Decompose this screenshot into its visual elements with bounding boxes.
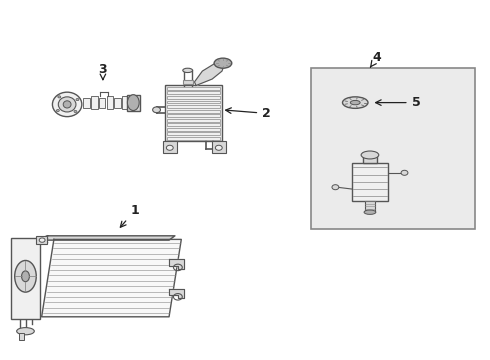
Bar: [352, 163, 388, 201]
Ellipse shape: [17, 328, 34, 335]
Polygon shape: [42, 239, 181, 317]
Ellipse shape: [214, 58, 232, 68]
Ellipse shape: [216, 145, 222, 150]
Bar: [11, 238, 40, 319]
Bar: [19, 333, 24, 340]
Bar: [167, 132, 220, 135]
Bar: [167, 110, 220, 113]
Bar: [167, 105, 220, 108]
Ellipse shape: [15, 261, 36, 292]
Ellipse shape: [22, 271, 29, 282]
Bar: [311, 68, 475, 229]
Bar: [365, 201, 375, 211]
Bar: [83, 98, 90, 108]
Ellipse shape: [63, 101, 71, 108]
Bar: [99, 98, 105, 108]
Ellipse shape: [56, 109, 59, 112]
Ellipse shape: [76, 99, 79, 101]
Text: 4: 4: [370, 51, 382, 67]
Text: 5: 5: [376, 96, 420, 109]
Bar: [167, 87, 220, 90]
Bar: [183, 80, 193, 84]
Bar: [167, 119, 220, 122]
Bar: [167, 114, 220, 117]
Ellipse shape: [364, 210, 376, 214]
Ellipse shape: [166, 145, 173, 150]
Ellipse shape: [343, 97, 368, 108]
Bar: [167, 137, 220, 140]
Bar: [167, 123, 220, 126]
Bar: [167, 91, 220, 94]
Ellipse shape: [58, 96, 61, 98]
Polygon shape: [36, 236, 175, 240]
Bar: [363, 155, 377, 163]
Ellipse shape: [401, 170, 408, 175]
Polygon shape: [169, 260, 184, 269]
Polygon shape: [169, 289, 184, 298]
Bar: [167, 128, 220, 131]
Ellipse shape: [74, 111, 77, 113]
Bar: [36, 236, 47, 244]
Bar: [114, 98, 121, 108]
Bar: [166, 85, 221, 141]
Bar: [212, 141, 225, 153]
Ellipse shape: [332, 185, 339, 190]
Bar: [127, 95, 140, 111]
Ellipse shape: [39, 238, 45, 242]
Ellipse shape: [361, 151, 379, 159]
Ellipse shape: [153, 107, 161, 113]
Bar: [122, 96, 129, 109]
Ellipse shape: [183, 68, 193, 72]
Polygon shape: [195, 64, 225, 85]
Ellipse shape: [350, 100, 360, 105]
Ellipse shape: [58, 97, 76, 112]
Ellipse shape: [127, 95, 139, 111]
Bar: [163, 141, 177, 153]
Ellipse shape: [52, 92, 82, 117]
Text: 1: 1: [121, 204, 139, 227]
Bar: [167, 96, 220, 99]
Text: 2: 2: [225, 107, 271, 120]
Bar: [91, 96, 98, 109]
Text: 3: 3: [98, 63, 107, 80]
Bar: [167, 100, 220, 103]
Bar: [107, 96, 113, 109]
